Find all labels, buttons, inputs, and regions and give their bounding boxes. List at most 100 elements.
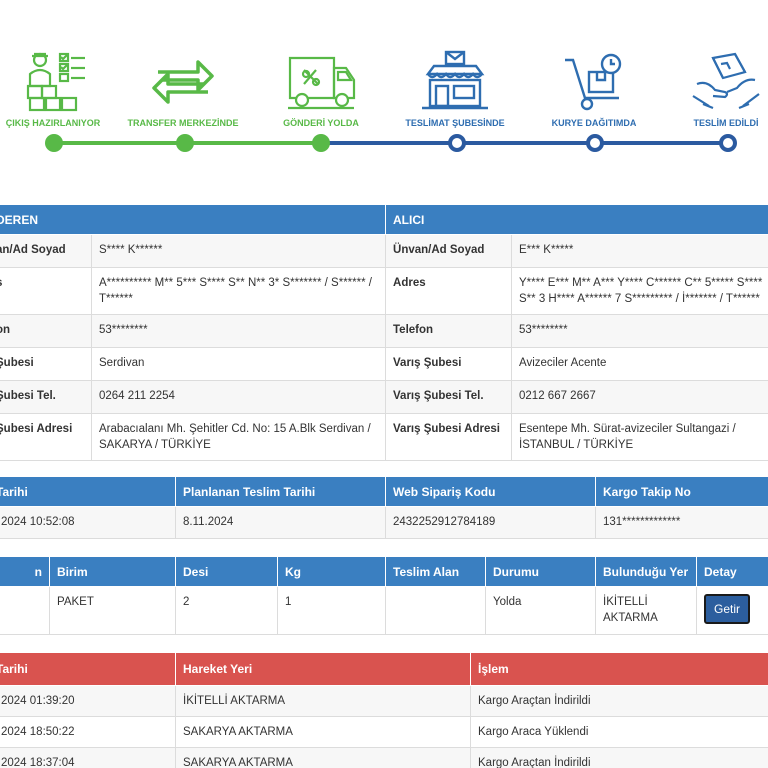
receiver-address-value: Y**** E*** M** A*** Y**** C****** C** 5*… xyxy=(511,267,768,315)
warehouse-worker-icon xyxy=(18,50,88,114)
detail-cell: Getir xyxy=(696,586,768,635)
step-kurye-dagitimda: KURYE DAĞITIMDA xyxy=(529,50,659,128)
receiver-branch-label: Varış Şubesi xyxy=(385,347,513,381)
step-label: KURYE DAĞITIMDA xyxy=(551,118,637,128)
receiver-address-label: Adres xyxy=(385,267,513,315)
sender-phone-value: 53******** xyxy=(90,314,387,348)
movement-date: 2024 01:39:20 xyxy=(0,685,176,717)
step-dot-5 xyxy=(586,134,604,152)
receiver-name-value: E*** K***** xyxy=(511,234,768,268)
desi-header: Desi xyxy=(175,556,278,587)
hand-truck-icon xyxy=(559,50,629,114)
step-cikis-hazirlaniyor: ÇIKIŞ HAZIRLANIYOR xyxy=(0,50,118,128)
movement-action: Kargo Araçtan İndirildi xyxy=(470,685,768,717)
unit-value: PAKET xyxy=(49,586,176,635)
movement-date-header: Tarihi xyxy=(0,652,176,686)
step-dot-3 xyxy=(312,134,330,152)
receiver-value xyxy=(385,586,486,635)
receiver-branch-address-value: Esentepe Mh. Sürat-avizeciler Sultangazi… xyxy=(511,413,768,461)
shipment-date-header: Tarihi xyxy=(0,476,176,507)
receiver-branch-phone-label: Varış Şubesi Tel. xyxy=(385,380,513,414)
kg-header: Kg xyxy=(277,556,386,587)
sender-branch-phone-label: Şubesi Tel. xyxy=(0,380,92,414)
sender-receiver-table: DEREN ALICI an/Ad Soyad S**** K****** Ün… xyxy=(0,204,768,461)
shipment-progress-tracker: ÇIKIŞ HAZIRLANIYOR TRANSFER MERKEZİNDE G… xyxy=(0,0,768,175)
planned-delivery-value: 8.11.2024 xyxy=(175,506,386,539)
table-row: 2024 18:37:04 SAKARYA AKTARMA Kargo Araç… xyxy=(0,747,768,768)
receiver-header: ALICI xyxy=(385,204,768,235)
step-teslimat-subesinde: TESLİMAT ŞUBESİNDE xyxy=(390,50,520,128)
table-row: Şubesi Serdivan Varış Şubesi Avizeciler … xyxy=(0,347,768,381)
receiver-branch-value: Avizeciler Acente xyxy=(511,347,768,381)
sender-branch-address-value: Arabacıalanı Mh. Şehitler Cd. No: 15 A.B… xyxy=(90,413,387,461)
sender-phone-label: on xyxy=(0,314,92,348)
sender-name-label: an/Ad Soyad xyxy=(0,234,92,268)
dates-table: Tarihi Planlanan Teslim Tarihi Web Sipar… xyxy=(0,476,768,539)
table-row: on 53******** Telefon 53******** xyxy=(0,314,768,348)
location-header: Bulunduğu Yer xyxy=(595,556,697,587)
sender-branch-phone-value: 0264 211 2254 xyxy=(90,380,387,414)
sender-header: DEREN xyxy=(0,204,387,235)
transfer-arrows-icon xyxy=(148,50,218,114)
table-row: s A********** M** 5*** S**** S** N** 3* … xyxy=(0,267,768,315)
web-order-code-header: Web Sipariş Kodu xyxy=(385,476,596,507)
step-teslim-edildi: TESLİM EDİLDİ xyxy=(661,50,768,128)
receiver-phone-label: Telefon xyxy=(385,314,513,348)
step-transfer-merkezinde: TRANSFER MERKEZİNDE xyxy=(118,50,248,128)
tracking-number-header: Kargo Takip No xyxy=(595,476,768,507)
sender-address-label: s xyxy=(0,267,92,315)
movement-place-header: Hareket Yeri xyxy=(175,652,471,686)
unit-header: Birim xyxy=(49,556,176,587)
movement-date: 2024 18:37:04 xyxy=(0,747,176,768)
step-gonderi-yolda: GÖNDERİ YOLDA xyxy=(256,50,386,128)
movement-action: Kargo Araçtan İndirildi xyxy=(470,747,768,768)
step-dot-2 xyxy=(176,134,194,152)
sender-name-value: S**** K****** xyxy=(90,234,387,268)
receiver-branch-address-label: Varış Şubesi Adresi xyxy=(385,413,513,461)
movement-date: 2024 18:50:22 xyxy=(0,716,176,748)
table-row: 2024 10:52:08 8.11.2024 2432252912784189… xyxy=(0,506,768,539)
getir-button[interactable]: Getir xyxy=(704,594,751,624)
tracking-number-value: 131************* xyxy=(595,506,768,539)
receiver-name-label: Ünvan/Ad Soyad xyxy=(385,234,513,268)
step-label: TESLİMAT ŞUBESİNDE xyxy=(405,118,505,128)
step-dot-4 xyxy=(448,134,466,152)
web-order-code-value: 2432252912784189 xyxy=(385,506,596,539)
delivery-truck-icon xyxy=(286,50,356,114)
desi-value: 2 xyxy=(175,586,278,635)
movement-place: SAKARYA AKTARMA xyxy=(175,747,471,768)
step-label: TESLİM EDİLDİ xyxy=(693,118,759,128)
table-row: 2024 18:50:22 SAKARYA AKTARMA Kargo Arac… xyxy=(0,716,768,748)
delivered-box-icon xyxy=(691,50,761,114)
branch-building-icon xyxy=(420,50,490,114)
table-row: an/Ad Soyad S**** K****** Ünvan/Ad Soyad… xyxy=(0,234,768,268)
progress-line-pending xyxy=(321,141,728,145)
movement-action-header: İşlem xyxy=(470,652,768,686)
step-dot-6 xyxy=(719,134,737,152)
sender-branch-label: Şubesi xyxy=(0,347,92,381)
status-value: Yolda xyxy=(485,586,596,635)
shipment-date-value: 2024 10:52:08 xyxy=(0,506,176,539)
table-row: 2024 01:39:20 İKİTELLİ AKTARMA Kargo Ara… xyxy=(0,685,768,717)
table-row: Şubesi Adresi Arabacıalanı Mh. Şehitler … xyxy=(0,413,768,461)
kg-value: 1 xyxy=(277,586,386,635)
sender-branch-value: Serdivan xyxy=(90,347,387,381)
table-row: PAKET 2 1 Yolda İKİTELLİ AKTARMA Getir xyxy=(0,586,768,635)
location-value: İKİTELLİ AKTARMA xyxy=(595,586,697,635)
receiver-phone-value: 53******** xyxy=(511,314,768,348)
movement-history-table: Tarihi Hareket Yeri İşlem 2024 01:39:20 … xyxy=(0,652,768,768)
status-header: Durumu xyxy=(485,556,596,587)
sender-branch-address-label: Şubesi Adresi xyxy=(0,413,92,461)
step-label: TRANSFER MERKEZİNDE xyxy=(127,118,239,128)
receiver-header: Teslim Alan xyxy=(385,556,486,587)
step-label: ÇIKIŞ HAZIRLANIYOR xyxy=(5,118,101,128)
shipment-detail-table: n Birim Desi Kg Teslim Alan Durumu Bulun… xyxy=(0,556,768,635)
receiver-branch-phone-value: 0212 667 2667 xyxy=(511,380,768,414)
step-label: GÖNDERİ YOLDA xyxy=(283,118,359,128)
step-dot-1 xyxy=(45,134,63,152)
movement-place: SAKARYA AKTARMA xyxy=(175,716,471,748)
detail-header: Detay xyxy=(696,556,768,587)
sender-address-value: A********** M** 5*** S**** S** N** 3* S*… xyxy=(90,267,387,315)
movement-action: Kargo Araca Yüklendi xyxy=(470,716,768,748)
planned-delivery-header: Planlanan Teslim Tarihi xyxy=(175,476,386,507)
